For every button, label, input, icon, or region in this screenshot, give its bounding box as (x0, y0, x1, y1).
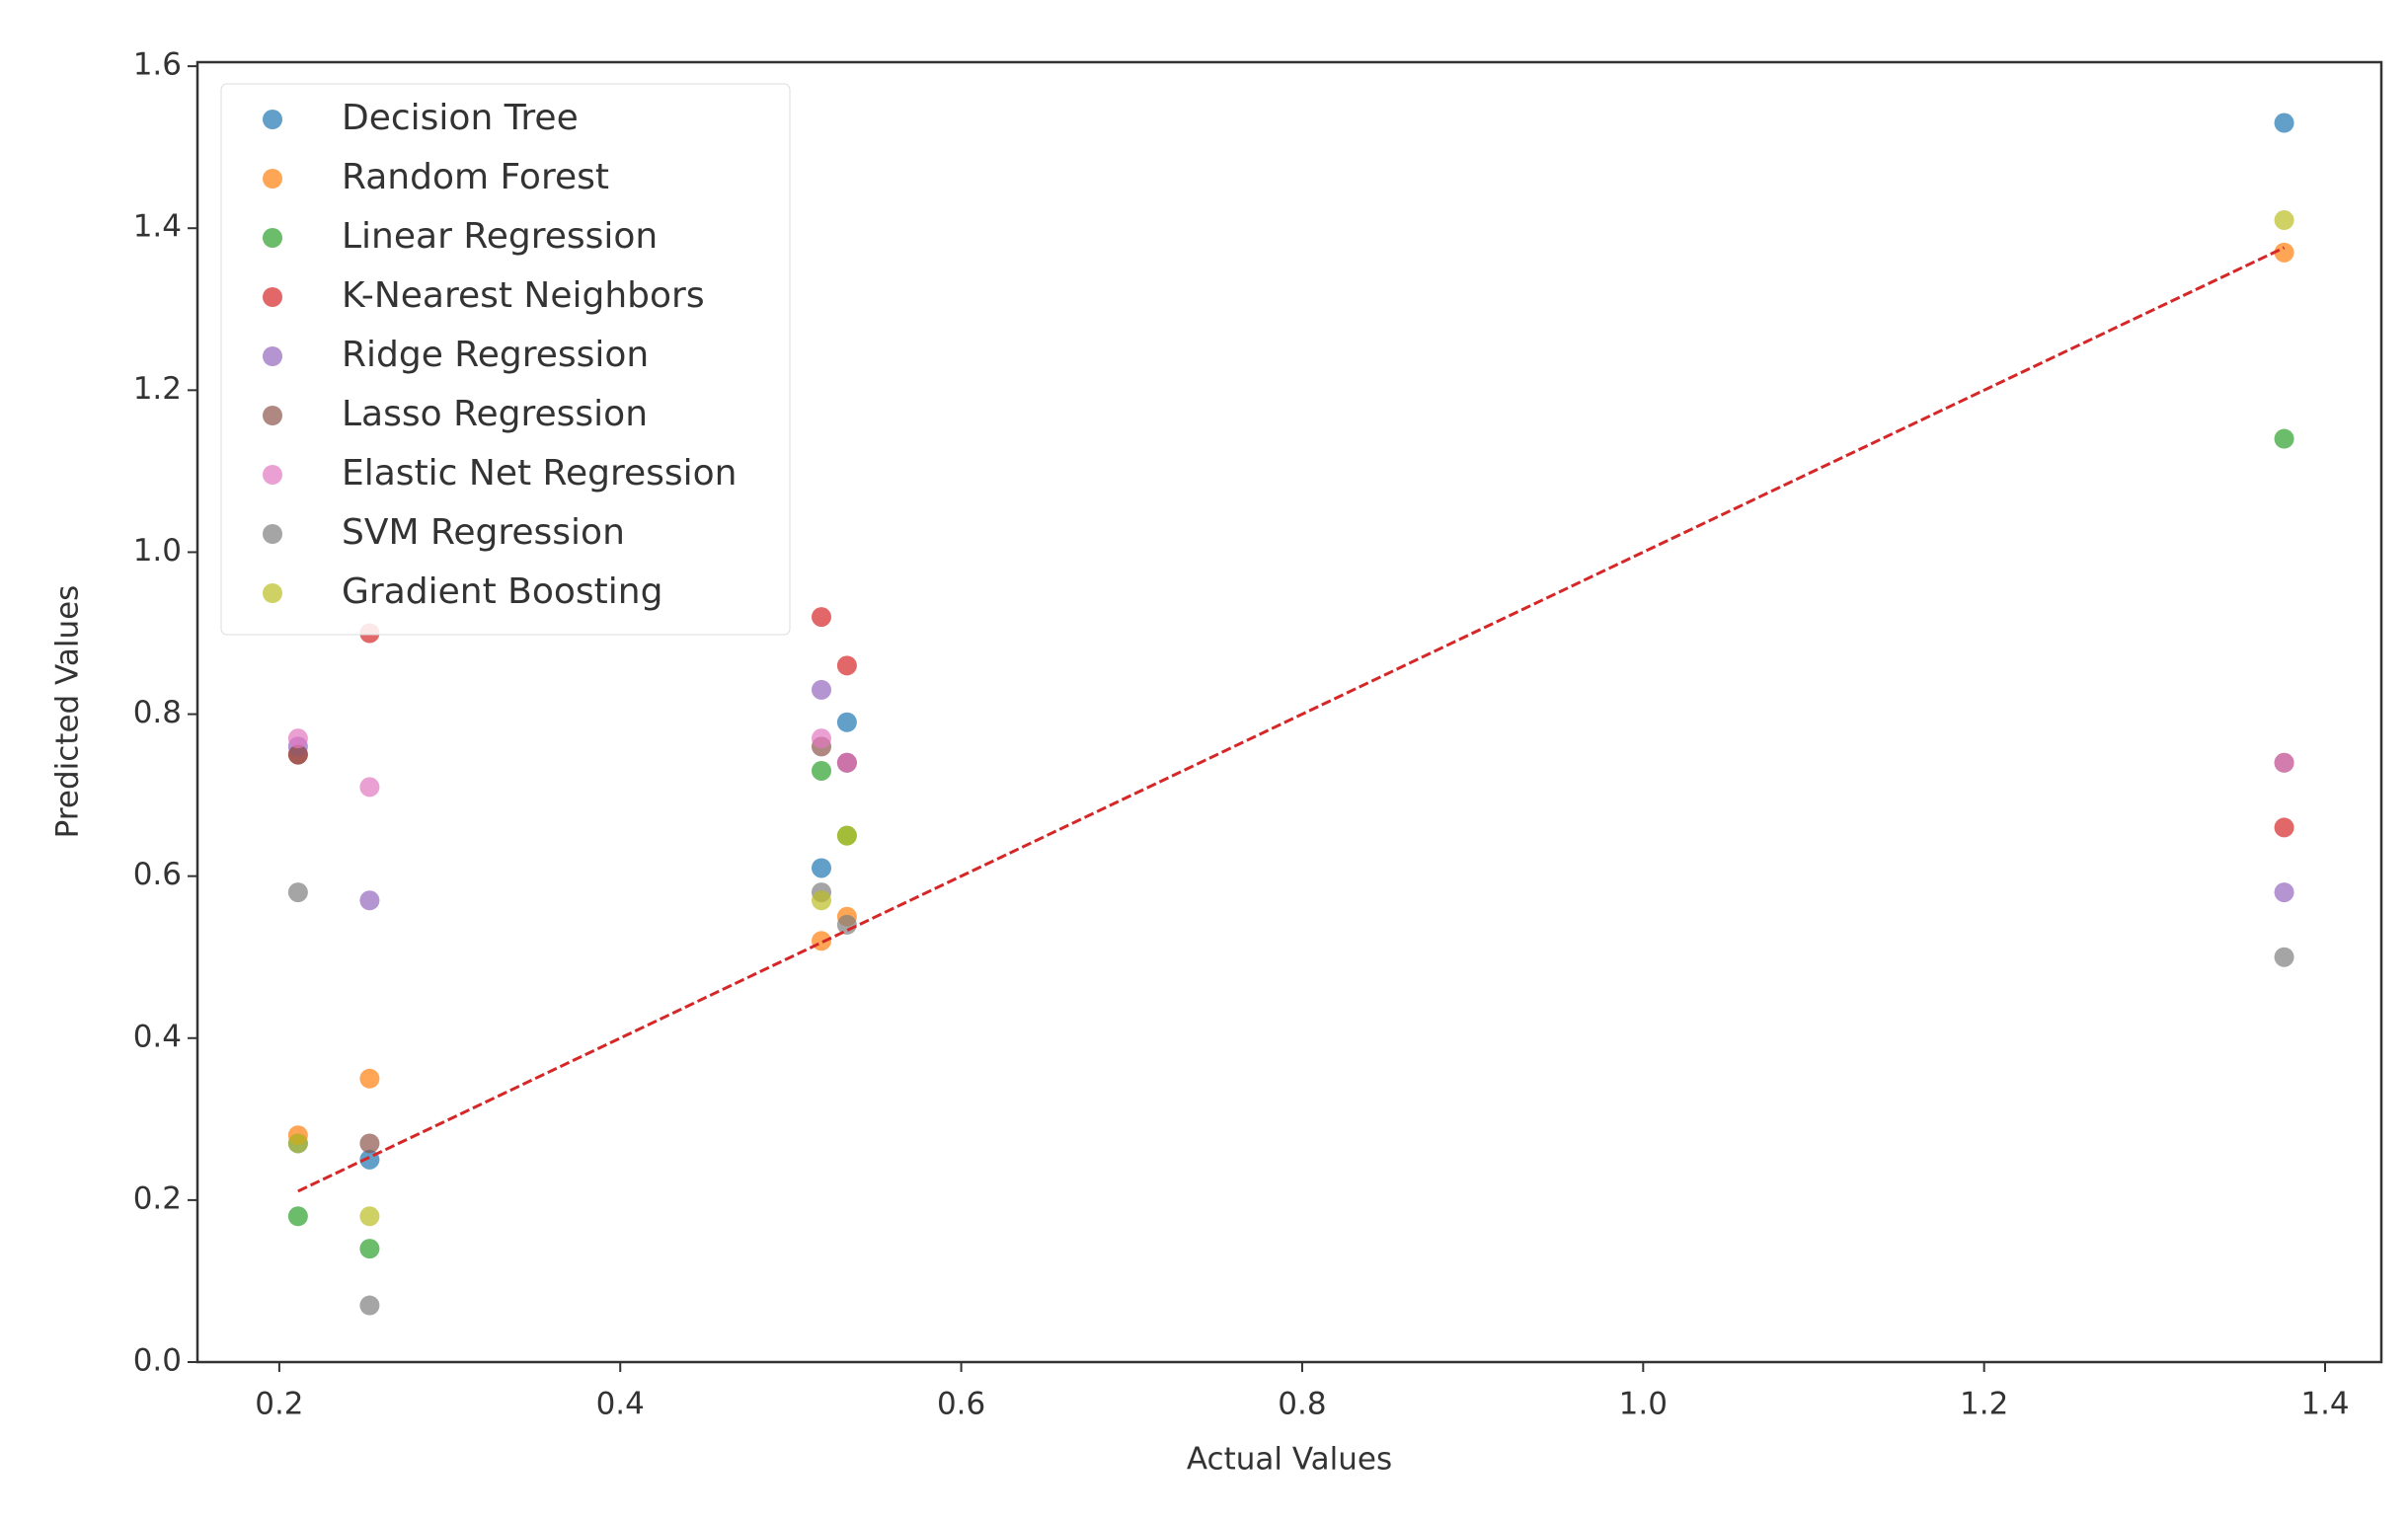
y-tick-label: 1.6 (133, 47, 182, 83)
scatter-point (2274, 817, 2294, 838)
scatter-point (2274, 428, 2294, 449)
scatter-point (812, 728, 831, 749)
y-axis-label: Predicted Values (50, 585, 86, 839)
scatter-point (2274, 752, 2294, 773)
legend-marker (263, 228, 282, 248)
scatter-point (836, 825, 857, 846)
x-tick-label: 1.4 (2300, 1387, 2349, 1422)
scatter-point (287, 1133, 308, 1154)
scatter-point (812, 931, 831, 951)
legend-marker (263, 346, 282, 366)
legend-label: Ridge Regression (342, 335, 649, 375)
legend-label: Gradient Boosting (342, 571, 662, 612)
legend-marker (263, 110, 282, 129)
scatter-point (836, 655, 857, 676)
x-tick-label: 0.6 (937, 1387, 985, 1422)
legend-marker (263, 287, 282, 307)
y-tick-label: 0.8 (133, 695, 182, 730)
scatter-point (287, 744, 308, 765)
scatter-point (359, 777, 380, 798)
y-tick-label: 1.2 (133, 371, 182, 407)
scatter-point (359, 1295, 380, 1316)
x-tick-label: 1.2 (1960, 1387, 2008, 1422)
x-tick-label: 0.4 (596, 1387, 645, 1422)
scatter-point (287, 882, 308, 903)
y-tick-label: 0.6 (133, 857, 182, 892)
x-tick-label: 1.0 (1619, 1387, 1668, 1422)
y-tick-label: 1.4 (133, 209, 182, 245)
scatter-point (812, 760, 831, 781)
scatter-point (836, 712, 857, 732)
scatter-point (359, 1239, 380, 1259)
scatter-point (359, 1133, 380, 1154)
scatter-point (812, 607, 831, 628)
scatter-point (287, 728, 308, 749)
legend-marker (263, 465, 282, 485)
scatter-point (2274, 210, 2294, 231)
scatter-point (812, 679, 831, 700)
scatter-point (836, 914, 857, 935)
y-tick-label: 0.0 (133, 1343, 182, 1379)
legend-label: Elastic Net Regression (342, 453, 737, 494)
legend-label: K-Nearest Neighbors (342, 275, 705, 316)
legend-marker (263, 406, 282, 425)
x-tick-label: 0.8 (1278, 1387, 1326, 1422)
legend-label: Random Forest (342, 157, 609, 197)
scatter-point (836, 752, 857, 773)
legend-marker (263, 169, 282, 189)
legend-label: SVM Regression (342, 512, 625, 553)
legend-label: Linear Regression (342, 216, 658, 257)
scatter-point (359, 1068, 380, 1089)
x-axis-label: Actual Values (1187, 1442, 1392, 1478)
legend-marker (263, 524, 282, 544)
scatter-point (2274, 113, 2294, 133)
x-tick-label: 0.2 (255, 1387, 303, 1422)
y-tick-label: 0.2 (133, 1180, 182, 1216)
legend-label: Decision Tree (342, 98, 579, 138)
scatter-point (359, 1206, 380, 1227)
scatter-point (287, 1206, 308, 1227)
y-tick-label: 1.0 (133, 533, 182, 569)
legend-label: Lasso Regression (342, 394, 648, 434)
plot-frame (195, 60, 2383, 1364)
scatter-point (2274, 242, 2294, 263)
scatter-point (812, 890, 831, 911)
scatter-point (2274, 947, 2294, 967)
scatter-point (2274, 882, 2294, 903)
identity-line (297, 246, 2286, 1193)
y-tick-label: 0.4 (133, 1019, 182, 1054)
scatter-point (359, 890, 380, 911)
legend-marker (263, 583, 282, 603)
scatter-point (812, 858, 831, 878)
legend-box (220, 83, 791, 636)
